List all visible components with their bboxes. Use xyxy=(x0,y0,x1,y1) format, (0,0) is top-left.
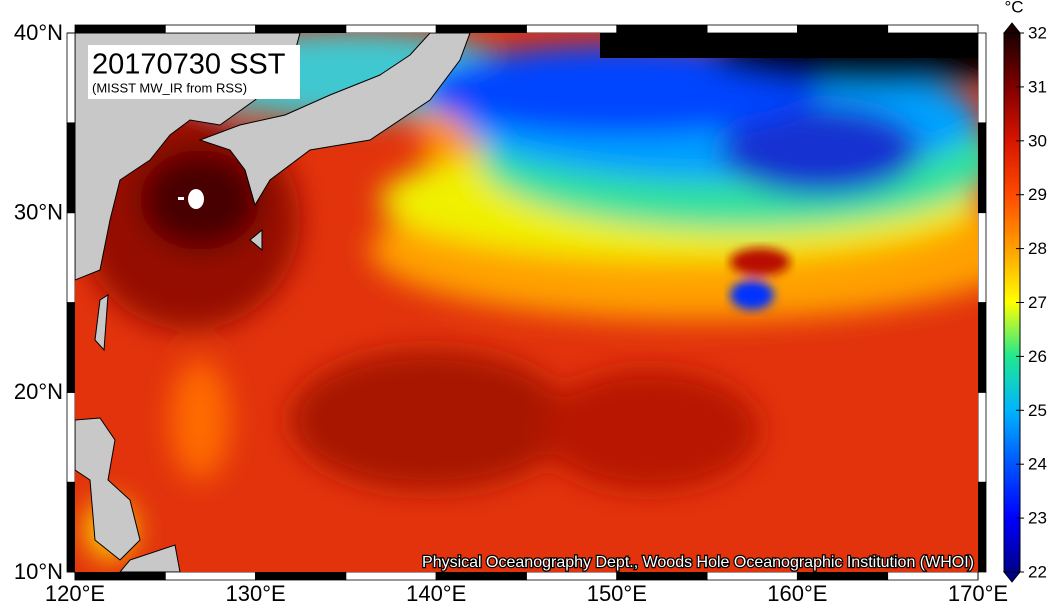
title-box xyxy=(88,45,300,99)
colorbar-under xyxy=(1002,571,1022,583)
credit: Physical Oceanography Dept., Woods Hole … xyxy=(422,554,974,571)
border-segment xyxy=(706,24,798,34)
map-subtitle: (MISST MW_IR from RSS) xyxy=(92,80,247,95)
border-segment xyxy=(164,571,257,581)
border-segment xyxy=(164,24,257,34)
map-title: 20170730 SST xyxy=(92,49,286,81)
colorbar: 22 23 24 25 26 27 28 29 30 31 32 xyxy=(1002,22,1047,583)
border-segment xyxy=(345,24,437,34)
border-segment xyxy=(66,212,76,303)
colorbar-tick-label: 29 xyxy=(1028,185,1047,204)
sst-field xyxy=(75,33,978,572)
border-segment xyxy=(66,481,76,573)
border-segment xyxy=(977,391,987,483)
colorbar-tick-label: 25 xyxy=(1028,401,1047,420)
colorbar-tick-label: 31 xyxy=(1028,77,1047,96)
border-segment xyxy=(66,302,76,393)
border-segment xyxy=(977,32,987,124)
eddy xyxy=(730,248,790,310)
x-tick-label: 120°E xyxy=(45,581,105,606)
border-segment xyxy=(255,24,347,34)
x-tick-label: 170°E xyxy=(948,581,1008,606)
colorbar-tick-label: 30 xyxy=(1028,131,1047,150)
border-segment xyxy=(977,212,987,303)
colorbar-unit: °C xyxy=(1004,0,1023,16)
y-tick-label: 30°N xyxy=(14,199,63,224)
colorbar-tick-label: 24 xyxy=(1028,455,1047,474)
border-segment xyxy=(345,571,437,581)
border-segment xyxy=(887,571,979,581)
y-tick-label: 20°N xyxy=(14,379,63,404)
x-tick-label: 150°E xyxy=(587,581,647,606)
border-segment xyxy=(977,302,987,393)
border-segment xyxy=(66,32,76,124)
border-segment xyxy=(66,391,76,483)
border-segment xyxy=(887,24,979,34)
missing-data xyxy=(178,189,204,209)
border-segment xyxy=(66,122,76,214)
colorbar-tick-label: 23 xyxy=(1028,509,1047,528)
no-data xyxy=(600,33,978,58)
colorbar-tick-label: 32 xyxy=(1028,23,1047,42)
colorbar-tick-label: 28 xyxy=(1028,239,1047,258)
x-tick-label: 130°E xyxy=(226,581,286,606)
border-segment xyxy=(977,122,987,214)
border-segment xyxy=(74,571,166,581)
border-segment xyxy=(706,571,798,581)
border-segment xyxy=(255,571,347,581)
border-segment xyxy=(797,24,889,34)
border-segment xyxy=(797,571,889,581)
border-segment xyxy=(526,571,618,581)
border-segment xyxy=(526,24,618,34)
x-tick-label: 160°E xyxy=(767,581,827,606)
border-segment xyxy=(616,24,708,34)
x-tick-label: 140°E xyxy=(406,581,466,606)
border-segment xyxy=(977,481,987,573)
colorbar-over xyxy=(1002,22,1022,34)
y-tick-label: 10°N xyxy=(14,559,63,584)
border-segment xyxy=(435,571,527,581)
y-tick-label: 40°N xyxy=(14,20,63,45)
border-segment xyxy=(616,571,708,581)
border-segment xyxy=(74,24,166,34)
colorbar-tick-label: 26 xyxy=(1028,347,1047,366)
border-segment xyxy=(435,24,527,34)
colorbar-tick-label: 27 xyxy=(1028,293,1047,312)
colorbar-tick-label: 22 xyxy=(1028,562,1047,581)
